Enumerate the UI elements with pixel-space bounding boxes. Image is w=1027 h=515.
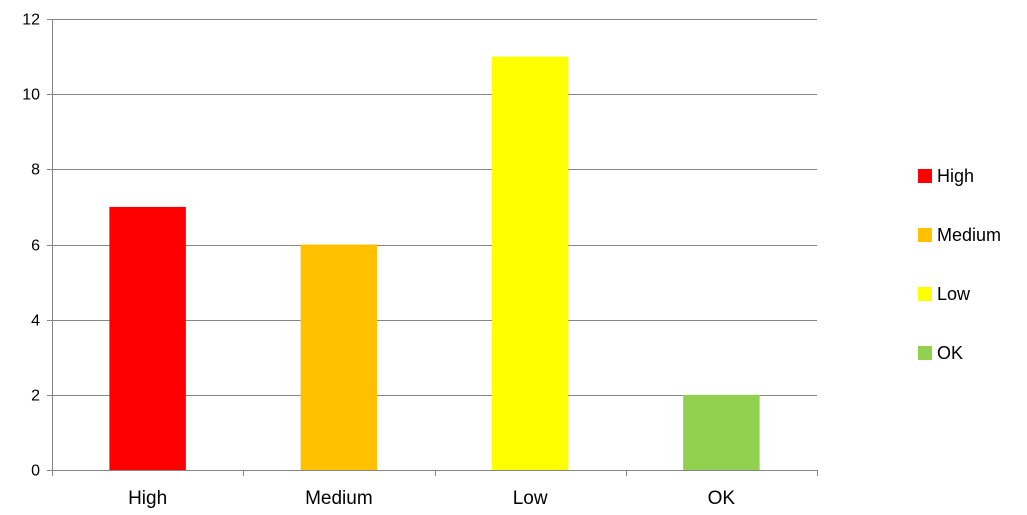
legend-swatch [918, 228, 932, 242]
y-tick-labels: 0 2 4 6 8 10 12 [22, 12, 40, 480]
legend-label: Medium [937, 225, 1001, 245]
legend-label: OK [937, 343, 963, 363]
x-tick-label-high: High [128, 488, 167, 509]
y-tick-label: 0 [31, 463, 40, 480]
y-tick-label: 2 [31, 388, 40, 405]
bar-low [491, 56, 569, 470]
legend-label: High [937, 166, 974, 186]
y-tick-label: 10 [22, 87, 40, 104]
legend: High Medium Low OK [918, 166, 1001, 363]
x-tick-label-ok: OK [708, 488, 736, 509]
legend-entry-medium: Medium [918, 225, 1001, 245]
bar-ok [683, 394, 760, 470]
y-tick-label: 6 [31, 238, 40, 255]
axes [47, 19, 818, 476]
legend-entry-high: High [918, 166, 974, 186]
y-tick-label: 12 [22, 12, 40, 29]
y-tick-label: 8 [31, 162, 40, 179]
legend-label: Low [937, 284, 971, 304]
x-tick-label-low: Low [513, 488, 548, 509]
x-tick-labels: High Medium Low OK [128, 488, 735, 509]
bar-medium [300, 244, 378, 470]
legend-swatch [918, 346, 932, 360]
legend-entry-ok: OK [918, 343, 963, 363]
bar-high [109, 206, 186, 470]
legend-swatch [918, 169, 932, 183]
bars [109, 56, 760, 470]
legend-entry-low: Low [918, 284, 971, 304]
x-tick-label-medium: Medium [305, 488, 373, 509]
y-tick-label: 4 [31, 313, 40, 330]
legend-swatch [918, 287, 932, 301]
